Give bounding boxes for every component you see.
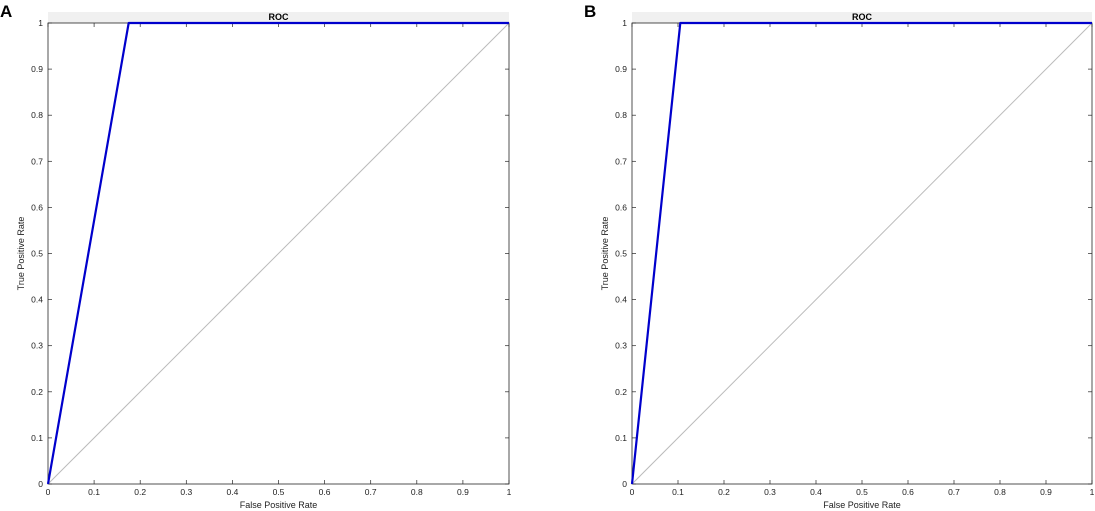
- x-tick-label: 0.9: [1040, 487, 1052, 497]
- y-tick-label: 0.2: [31, 387, 43, 397]
- x-tick-label: 0.8: [411, 487, 423, 497]
- y-axis-label: True Positive Rate: [600, 217, 610, 291]
- x-tick-label: 0.5: [856, 487, 868, 497]
- y-tick-label: 0: [622, 479, 627, 489]
- x-tick-label: 0.4: [810, 487, 822, 497]
- chance-diagonal-line: [47, 22, 510, 485]
- y-tick-label: 0.4: [615, 295, 627, 305]
- x-tick-label: 0.9: [457, 487, 469, 497]
- x-tick-label: 0.7: [365, 487, 377, 497]
- roc-curve-line: [630, 21, 1092, 485]
- x-tick-label: 0: [46, 487, 51, 497]
- y-tick-label: 0.9: [31, 64, 43, 74]
- title-band: [632, 12, 1092, 23]
- x-tick-label: 0.1: [672, 487, 684, 497]
- x-tick-label: 0.7: [948, 487, 960, 497]
- roc-curve-line: [46, 21, 509, 485]
- chart-panel-b: B ROC 0 0.1 0.2 0.3 0.4 0.5 0.6 0.7 0.8 0.9 1 0 0.1 0.2…: [584, 2, 1095, 510]
- y-tick-label: 0.4: [31, 295, 43, 305]
- x-axis-label: False Positive Rate: [240, 500, 318, 510]
- x-tick-label: 1: [1090, 487, 1095, 497]
- chart-title: ROC: [852, 12, 873, 22]
- panel-label: B: [584, 2, 596, 21]
- y-tick-label: 0.5: [615, 249, 627, 259]
- y-tick-label: 0: [38, 479, 43, 489]
- y-tick-label: 0.3: [615, 341, 627, 351]
- x-tick-label: 0.1: [88, 487, 100, 497]
- x-tick-label: 0.3: [764, 487, 776, 497]
- x-tick-label: 0.2: [718, 487, 730, 497]
- y-tick-label: 0.8: [31, 110, 43, 120]
- chart-panel-a: A ROC 0 0.1 0.2 0.3 0.4 0.5 0.6 0.7 0.8 0.9 1 0 0.1 0.2…: [0, 2, 512, 510]
- x-tick-label: 1: [507, 487, 512, 497]
- y-tick-label: 0.6: [615, 202, 627, 212]
- y-tick-label: 0.3: [31, 341, 43, 351]
- x-tick-label: 0.6: [319, 487, 331, 497]
- panel-label: A: [0, 2, 12, 21]
- y-tick-label: 1: [622, 18, 627, 28]
- chance-diagonal-line: [631, 22, 1093, 485]
- chart-title: ROC: [269, 12, 290, 22]
- y-axis-label: True Positive Rate: [16, 217, 26, 291]
- y-tick-label: 0.1: [615, 433, 627, 443]
- y-tick-label: 0.2: [615, 387, 627, 397]
- x-tick-label: 0.5: [273, 487, 285, 497]
- x-tick-label: 0.4: [226, 487, 238, 497]
- x-axis-label: False Positive Rate: [823, 500, 901, 510]
- y-tick-label: 0.7: [31, 156, 43, 166]
- title-band: [48, 12, 509, 23]
- y-tick-label: 0.6: [31, 202, 43, 212]
- y-tick-label: 1: [38, 18, 43, 28]
- x-tick-label: 0.2: [134, 487, 146, 497]
- y-tick-label: 0.8: [615, 110, 627, 120]
- y-tick-label: 0.7: [615, 156, 627, 166]
- y-tick-label: 0.5: [31, 249, 43, 259]
- x-tick-label: 0: [630, 487, 635, 497]
- x-tick-label: 0.8: [994, 487, 1006, 497]
- x-tick-label: 0.3: [180, 487, 192, 497]
- x-tick-label: 0.6: [902, 487, 914, 497]
- y-tick-label: 0.1: [31, 433, 43, 443]
- y-tick-label: 0.9: [615, 64, 627, 74]
